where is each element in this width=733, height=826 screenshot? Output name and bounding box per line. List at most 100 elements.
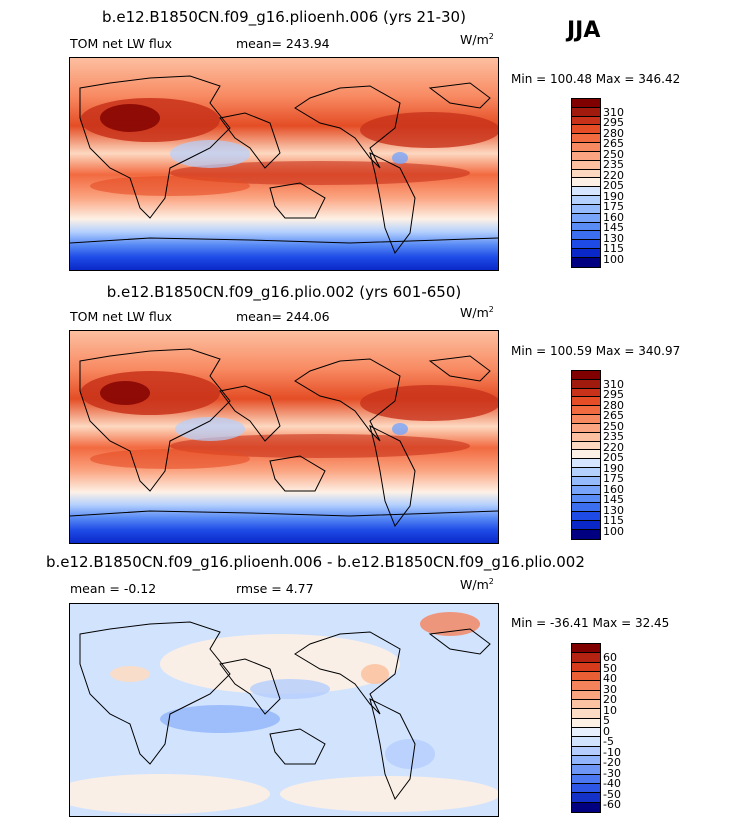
colorbar-segment	[572, 415, 600, 424]
colorbar-tick-label: -50	[603, 787, 621, 801]
colorbar-segment	[572, 151, 600, 161]
colorbar-segment	[572, 494, 600, 504]
colorbar-tick-label: 220	[603, 440, 624, 454]
colorbar-segment	[572, 187, 600, 197]
colorbar-segment	[572, 459, 600, 469]
colorbar-segment	[572, 213, 600, 223]
season-label: JJA	[567, 18, 601, 43]
colorbar-segment	[572, 397, 600, 407]
panel-3-units: W/m2	[460, 577, 494, 593]
colorbar-segment	[572, 727, 600, 738]
panel-2-colorbar	[571, 370, 601, 540]
colorbar-segment	[572, 503, 600, 513]
colorbar-tick-label: 100	[603, 252, 624, 266]
colorbar-tick-label: 5	[603, 714, 610, 728]
panel-1-variable-label: TOM net LW flux	[70, 36, 173, 51]
colorbar-tick-label: 100	[603, 524, 624, 538]
colorbar-tick-label: 295	[603, 388, 624, 402]
colorbar-tick-label: 160	[603, 210, 624, 224]
panel-1-map-svg	[70, 58, 498, 270]
panel-2-map	[69, 330, 499, 544]
colorbar-segment	[572, 379, 600, 389]
colorbar-segment	[572, 755, 600, 766]
colorbar-segment	[572, 485, 600, 495]
colorbar-segment	[572, 441, 600, 451]
colorbar-segment	[572, 257, 600, 267]
colorbar-tick-label: -40	[603, 777, 621, 791]
colorbar-segment	[572, 240, 600, 250]
colorbar-tick-label: 175	[603, 472, 624, 486]
colorbar-segment	[572, 521, 600, 530]
colorbar-segment	[572, 371, 600, 380]
colorbar-segment	[572, 204, 600, 214]
panel-3-map-svg	[70, 604, 498, 816]
colorbar-segment	[572, 160, 600, 170]
colorbar-segment	[572, 107, 600, 117]
colorbar-segment	[572, 169, 600, 179]
colorbar-segment	[572, 178, 600, 188]
colorbar-tick-label: 250	[603, 147, 624, 161]
colorbar-segment	[572, 406, 600, 416]
colorbar-segment	[572, 746, 600, 756]
colorbar-tick-label: 295	[603, 116, 624, 130]
panel-2-title: b.e12.B1850CN.f09_g16.plio.002 (yrs 601-…	[106, 283, 462, 301]
colorbar-segment	[572, 423, 600, 433]
panel-3-minmax: Min = -36.41 Max = 32.45	[511, 616, 670, 630]
colorbar-tick-label: 310	[603, 105, 624, 119]
colorbar-segment	[572, 99, 600, 108]
colorbar-tick-label: 130	[603, 503, 624, 517]
colorbar-segment	[572, 774, 600, 784]
colorbar-segment	[572, 671, 600, 682]
colorbar-segment	[572, 468, 600, 477]
colorbar-segment	[572, 709, 600, 719]
panel-1-mean-label: mean= 243.94	[236, 36, 330, 51]
colorbar-tick-label: -5	[603, 735, 614, 749]
colorbar-segment	[572, 432, 600, 442]
panel-2-units: W/m2	[460, 305, 494, 321]
colorbar-tick-label: 235	[603, 430, 624, 444]
colorbar-tick-label: 145	[603, 221, 624, 235]
panel-1-title: b.e12.B1850CN.f09_g16.plioenh.006 (yrs 2…	[102, 8, 466, 26]
colorbar-segment	[572, 737, 600, 747]
colorbar-segment	[572, 690, 600, 700]
colorbar-tick-label: 205	[603, 179, 624, 193]
colorbar-tick-label: -20	[603, 756, 621, 770]
colorbar-segment	[572, 718, 600, 728]
colorbar-tick-label: 20	[603, 693, 617, 707]
colorbar-segment	[572, 783, 600, 794]
colorbar-segment	[572, 134, 600, 144]
colorbar-tick-label: -10	[603, 745, 621, 759]
colorbar-segment	[572, 512, 600, 522]
panel-1-colorbar	[571, 98, 601, 268]
colorbar-segment	[572, 196, 600, 205]
colorbar-segment	[572, 125, 600, 135]
colorbar-tick-label: 40	[603, 672, 617, 686]
colorbar-segment	[572, 116, 600, 126]
colorbar-segment	[572, 388, 600, 398]
colorbar-tick-label: 50	[603, 661, 617, 675]
colorbar-tick-label: 0	[603, 724, 610, 738]
colorbar-tick-label: 10	[603, 703, 617, 717]
colorbar-segment	[572, 249, 600, 258]
colorbar-segment	[572, 231, 600, 241]
panel-3-map	[69, 603, 499, 817]
colorbar-tick-label: 220	[603, 168, 624, 182]
colorbar-tick-label: 280	[603, 398, 624, 412]
panel-3-rmse-label: rmse = 4.77	[236, 581, 314, 596]
colorbar-tick-label: 145	[603, 493, 624, 507]
colorbar-tick-label: 190	[603, 461, 624, 475]
panel-2-mean-label: mean= 244.06	[236, 309, 330, 324]
panel-2-minmax: Min = 100.59 Max = 340.97	[511, 344, 681, 358]
panel-1-minmax: Min = 100.48 Max = 346.42	[511, 72, 681, 86]
panel-3-colorbar	[571, 643, 601, 813]
colorbar-tick-label: 310	[603, 377, 624, 391]
panel-2-variable-label: TOM net LW flux	[70, 309, 173, 324]
colorbar-segment	[572, 653, 600, 663]
colorbar-tick-label: -30	[603, 766, 621, 780]
colorbar-segment	[572, 476, 600, 486]
colorbar-tick-label: -60	[603, 798, 621, 812]
colorbar-segment	[572, 793, 600, 803]
colorbar-segment	[572, 681, 600, 691]
colorbar-tick-label: 280	[603, 126, 624, 140]
colorbar-tick-label: 130	[603, 231, 624, 245]
